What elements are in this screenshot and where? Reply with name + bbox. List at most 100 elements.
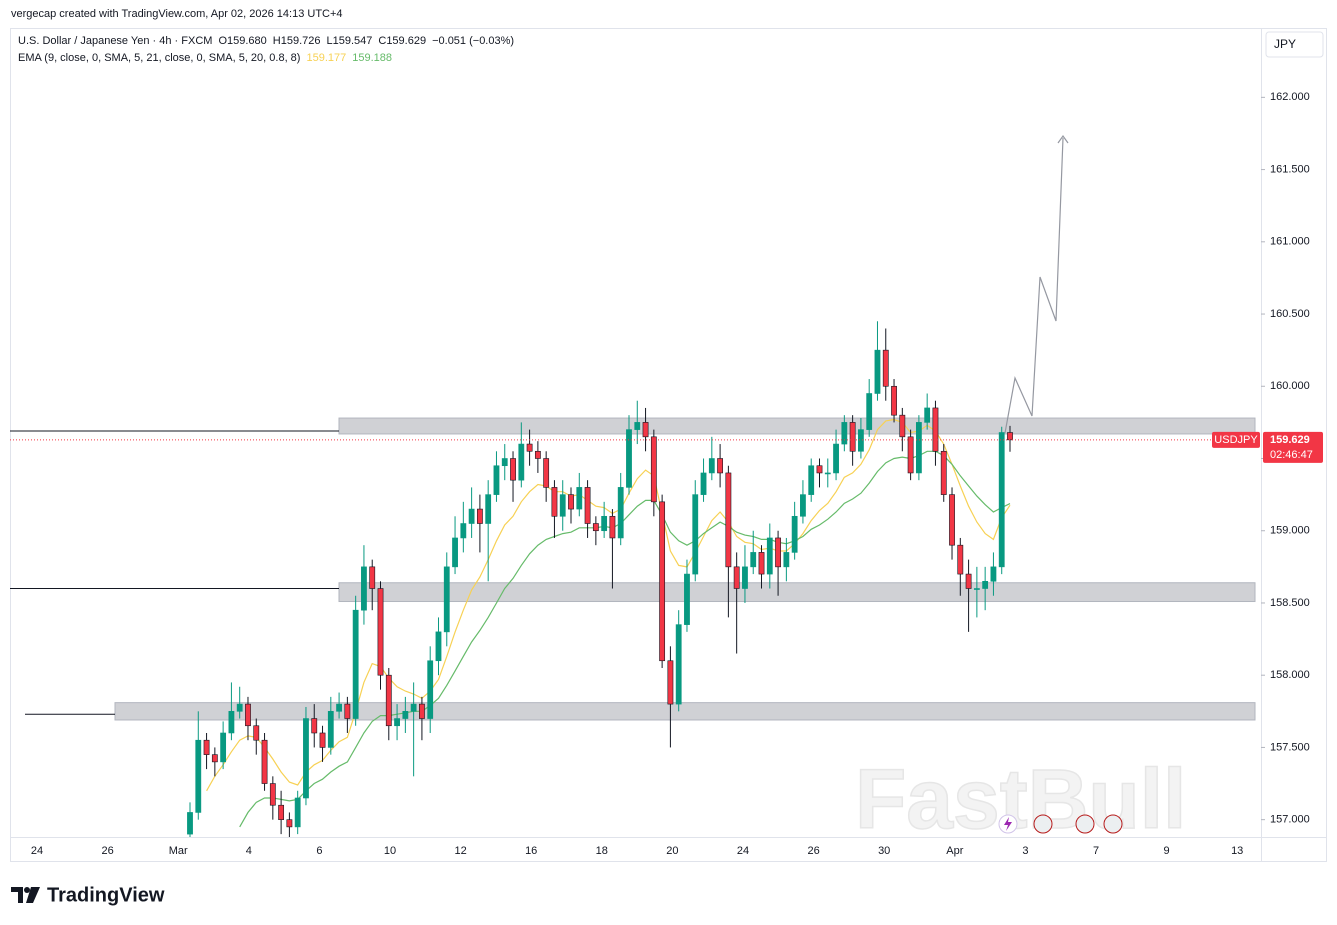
symbol-legend: U.S. Dollar / Japanese Yen · 4h · FXCM O… [18, 35, 514, 47]
x-tick-label: 24 [737, 845, 749, 857]
candle-body [543, 458, 550, 488]
candle-body [940, 450, 947, 495]
moving-average-line [239, 450, 1011, 828]
candle-body [327, 711, 334, 748]
candle-body [195, 739, 202, 813]
candle-body [568, 494, 574, 510]
candle-body [775, 537, 781, 568]
symbol-tag: USDJPY [1214, 434, 1258, 446]
candle-body [667, 660, 674, 705]
y-tick-label: 160.000 [1270, 380, 1310, 392]
candle-body [534, 450, 541, 459]
ohlc-low: L159.547 [326, 35, 373, 47]
candle-body [998, 432, 1005, 568]
candle-body [733, 566, 740, 589]
event-icons [998, 814, 1123, 834]
candle-body [311, 718, 318, 734]
candle-body [394, 718, 400, 727]
brand-logo [11, 887, 40, 903]
candle-body [518, 443, 525, 481]
candle-body [303, 718, 309, 799]
indicator-value: 159.188 [352, 52, 392, 64]
x-tick-label: 16 [525, 845, 537, 857]
y-tick-label: 158.000 [1270, 669, 1310, 681]
candle-body [261, 739, 268, 784]
y-tick-label: 159.000 [1270, 525, 1310, 537]
currency-label[interactable]: JPY [1274, 37, 1296, 51]
x-tick-label: 30 [878, 845, 890, 857]
candle-body [526, 443, 533, 452]
y-tick-label: 161.000 [1270, 236, 1310, 248]
candle-body [982, 580, 989, 589]
candle-body [601, 515, 608, 532]
candle-body [551, 487, 558, 517]
event-icon [1033, 814, 1053, 834]
candle-body [965, 573, 972, 589]
price-label: 159.629 [1270, 434, 1310, 446]
candle-body [874, 349, 881, 394]
candle-body [742, 566, 748, 589]
logo-mark [26, 887, 40, 903]
candle-body [766, 537, 773, 575]
candle-body [949, 494, 955, 546]
x-tick-label: 12 [454, 845, 466, 857]
candle-body [675, 624, 682, 705]
candle-body [468, 508, 475, 524]
candle-body [924, 407, 931, 423]
candle-body [800, 494, 806, 517]
candle-body [352, 609, 359, 719]
candle-body [501, 458, 508, 467]
y-tick-label: 158.500 [1270, 597, 1310, 609]
candle-body [336, 703, 342, 712]
candle-body [211, 754, 218, 763]
candle-body [609, 515, 616, 539]
y-tick-label: 157.500 [1270, 741, 1310, 753]
candle-body [650, 436, 657, 503]
event-icon [1103, 814, 1123, 834]
x-tick-label: Mar [169, 845, 188, 857]
candle-body [957, 544, 964, 575]
candle-body [435, 631, 442, 662]
candle-body [758, 552, 765, 575]
ohlc-high: H159.726 [272, 35, 321, 47]
candle-body [849, 422, 856, 452]
candle-body [460, 523, 467, 539]
candle-body [385, 674, 392, 727]
candle-body [808, 465, 815, 495]
plot-area [10, 321, 1261, 837]
x-tick-label: 4 [246, 845, 252, 857]
logo-mark [11, 887, 23, 903]
candle-body [269, 783, 276, 806]
candle-body [452, 537, 458, 568]
candle-body [783, 552, 790, 568]
candle-body [626, 429, 632, 488]
candle-body [824, 472, 831, 475]
y-tick-label: 162.000 [1270, 91, 1310, 103]
candle-body [443, 566, 450, 633]
candle-body [634, 422, 641, 430]
candle-body [476, 508, 483, 524]
x-tick-label: 24 [31, 845, 43, 857]
credit: vergecap created with TradingView.com, A… [11, 8, 343, 20]
candle-body [816, 465, 823, 474]
candle-body [899, 414, 906, 438]
candle-body [203, 739, 210, 755]
candle-body [750, 552, 757, 568]
credit-line: vergecap created with TradingView.com, A… [11, 8, 343, 20]
x-tick-label: 9 [1164, 845, 1170, 857]
candle-body [402, 711, 409, 719]
currency-button[interactable] [1265, 31, 1324, 58]
candle-body [278, 804, 285, 820]
candle-body [220, 732, 227, 763]
y-tick-label: 161.500 [1270, 163, 1310, 175]
candle-body [559, 494, 566, 517]
watermark: FastBull [855, 752, 1186, 846]
brand-name: TradingView [47, 884, 165, 906]
x-tick-label: 26 [807, 845, 819, 857]
candle-body [858, 429, 864, 452]
candle-body [659, 501, 666, 662]
candle-body [485, 494, 492, 524]
indicator-legend: EMA (9, close, 0, SMA, 5, 21, close, 0, … [18, 52, 392, 64]
candle-body [510, 458, 516, 481]
